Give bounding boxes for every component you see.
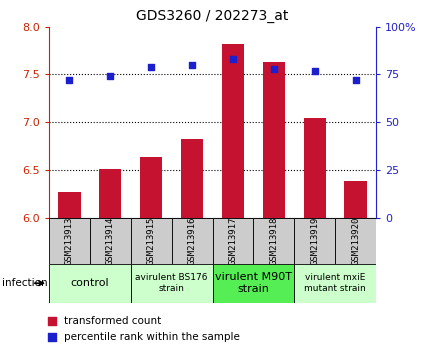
Bar [58,192,81,218]
Text: control: control [71,278,109,288]
Text: GSM213917: GSM213917 [229,217,238,265]
Text: percentile rank within the sample: percentile rank within the sample [64,332,239,342]
Bar [263,62,285,218]
Text: GSM213914: GSM213914 [106,217,115,265]
Bar [131,218,172,264]
Point [66,77,73,83]
Bar [212,218,253,264]
Point [148,64,155,69]
Bar [90,218,131,264]
Point [189,62,196,68]
Bar [181,139,203,218]
Text: GSM213916: GSM213916 [187,217,196,265]
Bar [212,264,294,303]
Point [352,77,359,83]
Bar [335,218,376,264]
Bar [294,264,376,303]
Text: transformed count: transformed count [64,316,161,326]
Bar [344,181,367,218]
Text: GSM213915: GSM213915 [147,217,156,265]
Bar [303,118,326,218]
Text: avirulent BS176
strain: avirulent BS176 strain [135,274,208,293]
Text: GSM213919: GSM213919 [310,217,319,265]
Bar [99,169,122,218]
Text: virulent mxiE
mutant strain: virulent mxiE mutant strain [304,274,366,293]
Point [239,95,246,100]
Point [312,68,318,73]
Bar [294,218,335,264]
Bar [222,44,244,218]
Title: GDS3260 / 202273_at: GDS3260 / 202273_at [136,9,289,23]
Bar [49,264,131,303]
Point [107,73,113,79]
Text: GSM213920: GSM213920 [351,217,360,265]
Text: GSM213913: GSM213913 [65,217,74,265]
Bar [140,158,162,218]
Point [230,56,236,62]
Bar [131,264,212,303]
Text: virulent M90T
strain: virulent M90T strain [215,272,292,294]
Text: GSM213918: GSM213918 [269,217,278,265]
Text: infection: infection [2,278,48,288]
Point [270,66,277,72]
Bar [172,218,212,264]
Bar [49,218,90,264]
Bar [253,218,294,264]
Point [239,236,246,242]
